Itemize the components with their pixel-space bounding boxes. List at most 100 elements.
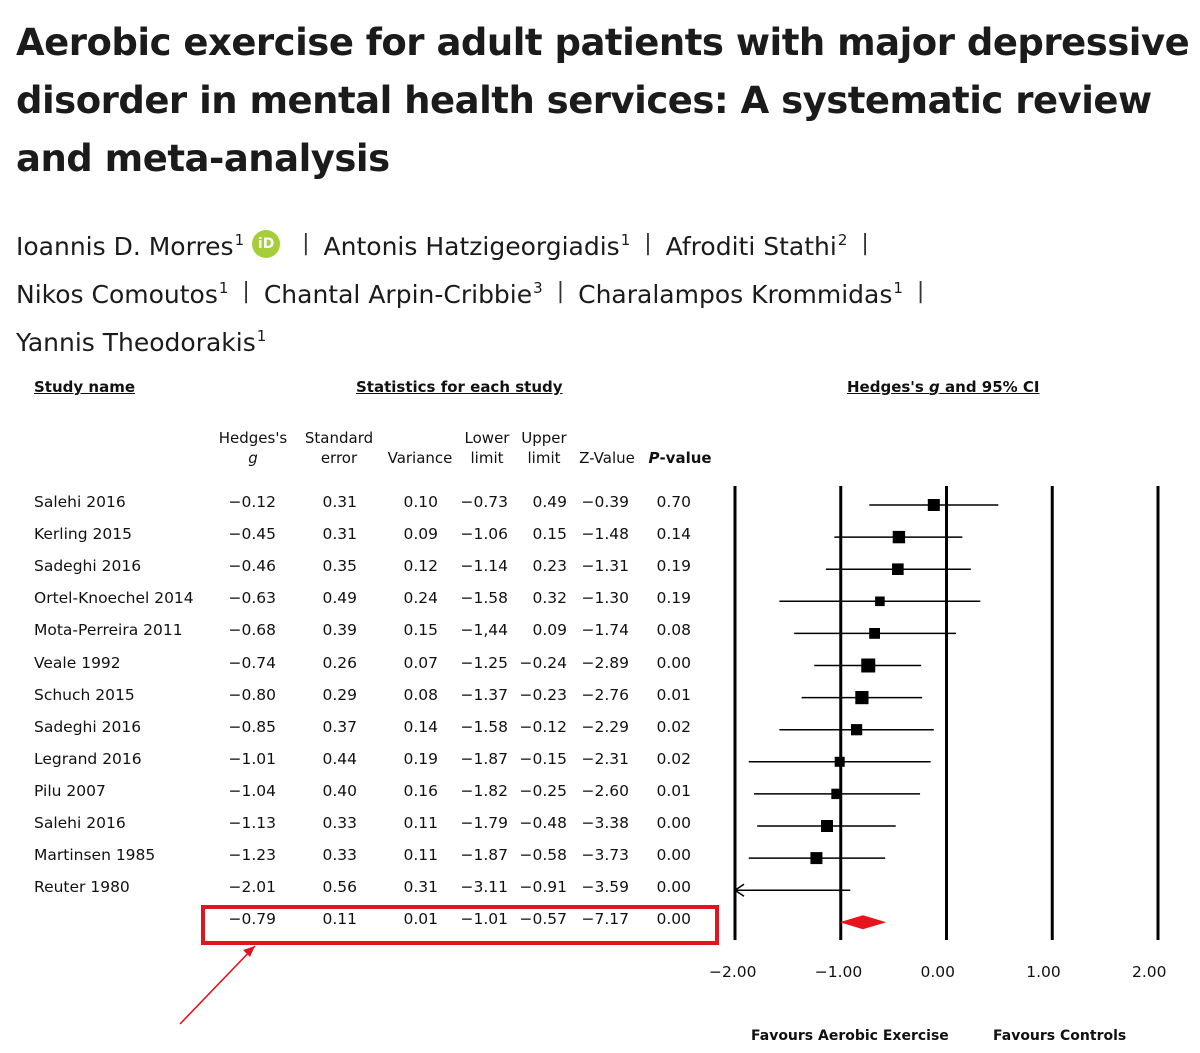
hedges-g-cell: −1.23 xyxy=(228,846,277,865)
table-row: Martinsen 1985 −1.23 0.33 0.11 −1.87 −0.58 −3.… xyxy=(0,846,720,870)
upper-limit-cell: 0.15 xyxy=(532,525,567,544)
lower-limit-cell: −3.11 xyxy=(460,878,509,897)
z-value-cell: −0.39 xyxy=(581,493,630,511)
effect-size-marker xyxy=(927,499,940,511)
col-header-variance: Variance xyxy=(387,449,453,467)
lower-limit-cell: −1.79 xyxy=(460,814,509,832)
study-name-cell: Ortel-Knoechel 2014 xyxy=(34,589,194,608)
variance-cell: 0.07 xyxy=(403,653,438,672)
effect-size-marker xyxy=(892,563,904,575)
lower-limit-cell: −1.58 xyxy=(460,589,509,608)
lower-limit-cell: −1.37 xyxy=(460,685,509,704)
study-name-cell: Schuch 2015 xyxy=(34,685,135,704)
upper-limit-cell: 0.49 xyxy=(532,493,567,511)
standard-error-cell: 0.56 xyxy=(322,878,357,897)
table-row: Sadeghi 2016 −0.46 0.35 0.12 −1.14 0.23 −1.31 0… xyxy=(0,557,720,581)
author-separator: | xyxy=(861,230,869,256)
variance-cell: 0.10 xyxy=(403,493,438,511)
orcid-icon[interactable]: iD xyxy=(252,229,281,258)
effect-size-marker xyxy=(861,658,876,673)
z-value-cell: −1.31 xyxy=(581,557,630,576)
effect-size-marker xyxy=(831,788,842,800)
z-value-cell: −3.38 xyxy=(581,814,630,832)
z-value-cell: −2.76 xyxy=(581,685,630,704)
variance-cell: 0.12 xyxy=(403,557,438,576)
upper-limit-cell: 0.09 xyxy=(532,621,567,640)
study-name-cell: Sadeghi 2016 xyxy=(34,557,142,576)
plot-header: Hedges's g and 95% CI xyxy=(847,378,1040,396)
effect-size-marker xyxy=(810,852,823,865)
study-name-cell: Reuter 1980 xyxy=(34,878,130,897)
lower-limit-cell: −1.14 xyxy=(460,557,509,576)
effect-size-marker xyxy=(869,628,880,639)
standard-error-cell: 0.33 xyxy=(322,814,357,832)
p-value-cell: 0.00 xyxy=(656,910,691,929)
favours-right-label: Favours Controls xyxy=(993,1028,1127,1044)
table-row: Schuch 2015 −0.80 0.29 0.08 −1.37 −0.23 −2.76 0… xyxy=(0,686,720,710)
author[interactable]: Yannis Theodorakis1 xyxy=(16,327,267,357)
summary-highlight-box xyxy=(201,905,719,945)
z-value-cell: −2.29 xyxy=(581,717,630,736)
upper-limit-cell: −0.15 xyxy=(519,749,568,768)
variance-cell: 0.11 xyxy=(403,814,438,832)
variance-cell: 0.24 xyxy=(403,589,438,608)
z-value-cell: −1.30 xyxy=(581,589,630,608)
p-value-cell: 0.19 xyxy=(656,557,691,576)
author[interactable]: Antonis Hatzigeorgiadis1 xyxy=(323,231,631,261)
upper-limit-cell: 0.23 xyxy=(532,557,567,576)
table-row: Legrand 2016 −1.01 0.44 0.19 −1.87 −0.15 −2.31… xyxy=(0,750,720,774)
paper-title: Aerobic exercise for adult patients with… xyxy=(16,21,1190,180)
author-separator: | xyxy=(302,230,310,256)
annotation-arrow-icon xyxy=(179,945,256,1025)
z-value-cell: −7.17 xyxy=(581,910,630,929)
p-value-cell: 0.00 xyxy=(656,814,691,832)
p-value-cell: 0.14 xyxy=(656,525,691,544)
effect-size-marker xyxy=(851,724,863,736)
author[interactable]: Charalampos Krommidas1 xyxy=(578,279,903,309)
study-name-cell: Mota-Perreira 2011 xyxy=(34,621,183,640)
author-separator: | xyxy=(644,230,652,256)
col-header-upper-limit: Upper limit xyxy=(521,429,567,467)
author[interactable]: Chantal Arpin-Cribbie3 xyxy=(263,279,543,309)
standard-error-cell: 0.37 xyxy=(322,717,357,736)
variance-cell: 0.15 xyxy=(403,621,438,640)
p-value-cell: 0.01 xyxy=(656,685,691,704)
z-value-cell: −2.89 xyxy=(581,653,630,672)
standard-error-cell: 0.49 xyxy=(322,589,357,608)
author[interactable]: Nikos Comoutos1 xyxy=(16,279,229,309)
author-line-2: Nikos Comoutos1 | Chantal Arpin-Cribbie3 | C… xyxy=(16,264,1186,312)
table-row: Salehi 2016 −1.13 0.33 0.11 −1.79 −0.48 −3.38 0… xyxy=(0,814,720,838)
lower-limit-cell: −1.06 xyxy=(460,525,509,544)
standard-error-cell: 0.33 xyxy=(322,846,357,865)
table-row: Veale 1992 −0.74 0.26 0.07 −1.25 −0.24 −2.89 0.… xyxy=(0,654,720,678)
hedges-g-cell: −0.12 xyxy=(228,493,277,511)
lower-limit-cell: −1.01 xyxy=(460,910,509,929)
x-tick-label: −2.00 xyxy=(709,963,757,981)
study-name-cell: Salehi 2016 xyxy=(34,814,126,832)
author-separator: | xyxy=(242,278,250,304)
z-value-cell: −3.73 xyxy=(581,846,630,865)
variance-cell: 0.09 xyxy=(403,525,438,544)
hedges-g-cell: −0.46 xyxy=(228,557,277,576)
study-name-cell: Salehi 2016 xyxy=(34,493,126,511)
author[interactable]: Ioannis D. Morres1 xyxy=(16,231,245,261)
author-separator: | xyxy=(916,278,925,304)
ci-truncation-arrow xyxy=(733,883,745,897)
table-row: Sadeghi 2016 −0.85 0.37 0.14 −1.58 −0.12 −2.29… xyxy=(0,718,720,742)
lower-limit-cell: −1.87 xyxy=(460,846,509,865)
variance-cell: 0.01 xyxy=(403,910,438,929)
p-value-cell: 0.01 xyxy=(656,781,691,800)
hedges-g-cell: −0.74 xyxy=(228,653,277,672)
author[interactable]: Afroditi Stathi2 xyxy=(665,231,848,261)
x-tick-label: −1.00 xyxy=(814,963,863,981)
variance-cell: 0.08 xyxy=(403,685,438,704)
col-header-hedges-g: Hedges's g xyxy=(218,429,288,467)
study-name-header: Study name xyxy=(34,378,135,396)
author-line-3: Yannis Theodorakis1 xyxy=(16,312,1186,360)
standard-error-cell: 0.35 xyxy=(322,557,357,576)
z-value-cell: −2.31 xyxy=(581,749,630,768)
variance-cell: 0.31 xyxy=(403,878,438,897)
upper-limit-cell: −0.12 xyxy=(519,717,568,736)
effect-size-marker xyxy=(875,596,885,607)
hedges-g-cell: −2.01 xyxy=(228,878,277,897)
